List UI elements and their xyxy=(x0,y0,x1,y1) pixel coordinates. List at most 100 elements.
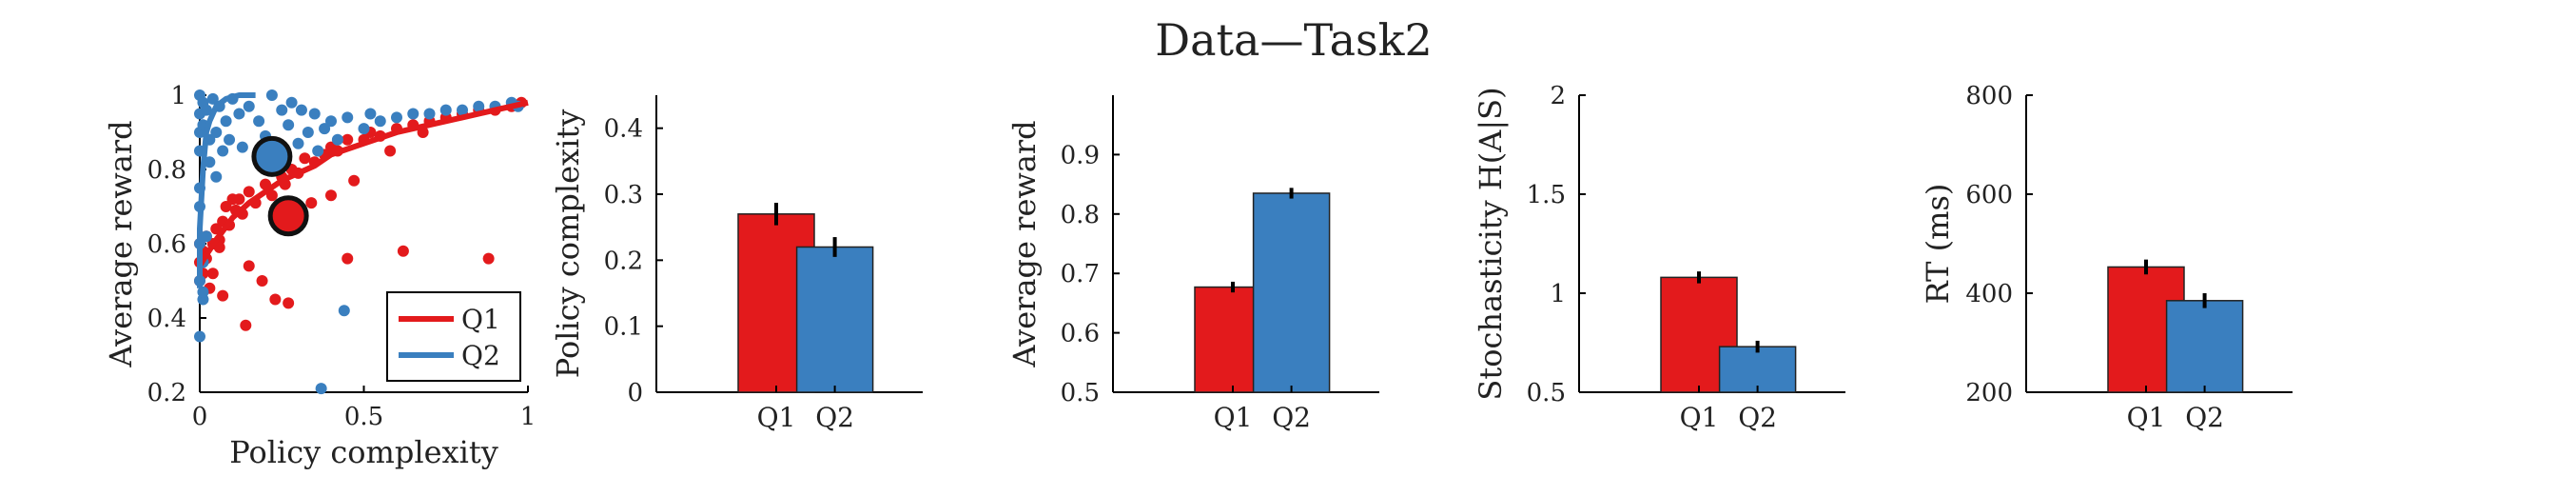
y-tick-label: 2 xyxy=(1550,82,1566,110)
bar-q2 xyxy=(2165,300,2244,393)
chart-panel-1: 0 0.5 1 0.2 0.4 0.6 0.8 1 Policy complexity Avera… xyxy=(103,82,536,470)
y-axis-label: Average reward xyxy=(1006,120,1043,367)
y-tick-label: 0.1 xyxy=(604,313,643,342)
scatter-point-q2 xyxy=(331,133,343,146)
y-tick-label: 1.5 xyxy=(1527,181,1566,209)
fit-curve-q1 xyxy=(197,99,529,268)
category-label-q2: Q2 xyxy=(1272,402,1311,433)
scatter-point-q1 xyxy=(269,293,282,306)
category-label-q1: Q1 xyxy=(757,402,796,433)
chart-panel-2: 0 0.1 0.2 0.3 0.4 Q1 Q2 Policy complexity xyxy=(550,95,923,433)
scatter-point-q2 xyxy=(220,115,232,128)
scatter-point-q1 xyxy=(305,197,318,209)
scatter-point-q1 xyxy=(342,133,354,146)
x-tick-label: 0.5 xyxy=(344,403,383,431)
scatter-point-q1 xyxy=(482,252,495,265)
scatter-point-q2 xyxy=(292,137,304,149)
scatter-point-q2 xyxy=(423,108,436,120)
scatter-point-q2 xyxy=(364,108,377,120)
scatter-point-q1 xyxy=(206,268,219,280)
scatter-point-q2 xyxy=(312,145,324,157)
scatter-point-q2 xyxy=(197,286,209,298)
y-tick-label: 0.6 xyxy=(1061,320,1100,348)
scatter-point-q2 xyxy=(283,119,295,131)
scatter-point-q2 xyxy=(224,133,236,146)
y-tick-label: 0.8 xyxy=(147,156,186,185)
scatter-point-q2 xyxy=(315,383,327,395)
x-tick-label: 0 xyxy=(192,403,208,431)
category-label-q1: Q1 xyxy=(1680,402,1719,433)
scatter-point-q2 xyxy=(338,305,350,317)
bar-q2 xyxy=(1718,346,1797,393)
scatter-point-q1 xyxy=(220,201,232,212)
y-tick-label: 0 xyxy=(627,379,643,407)
y-tick-label: 0.2 xyxy=(147,379,186,407)
bar-q2 xyxy=(1252,192,1331,393)
scatter-point-q2 xyxy=(325,115,337,128)
scatter-point-q1 xyxy=(299,152,311,165)
category-label-q1: Q1 xyxy=(1214,402,1253,433)
y-axis-label: Policy complexity xyxy=(550,109,586,379)
y-tick-label: 0.9 xyxy=(1061,141,1100,169)
y-tick-label: 0.4 xyxy=(147,305,186,333)
y-tick-label: 1 xyxy=(170,82,186,110)
scatter-point-q1 xyxy=(217,289,229,302)
mean-marker-q1 xyxy=(267,195,309,237)
y-tick-label: 0.6 xyxy=(147,230,186,259)
category-label-q1: Q1 xyxy=(2127,402,2166,433)
y-tick-label: 0.5 xyxy=(1061,379,1100,407)
scatter-point-q2 xyxy=(391,111,402,124)
scatter-point-q2 xyxy=(243,100,255,112)
scatter-point-q2 xyxy=(457,104,468,116)
y-axis-label: RT (ms) xyxy=(1920,184,1956,305)
scatter-point-q2 xyxy=(285,96,298,109)
scatter-point-q2 xyxy=(236,141,248,153)
scatter-point-q2 xyxy=(342,111,354,124)
y-tick-label: 600 xyxy=(1965,181,2013,209)
scatter-point-q2 xyxy=(206,92,219,105)
y-tick-label: 0.7 xyxy=(1061,260,1100,288)
scatter-point-q2 xyxy=(210,127,223,138)
chart-panel-5: 200 400 600 800 Q1 Q2 RT (ms) xyxy=(1920,82,2293,433)
scatter-point-q1 xyxy=(243,260,255,272)
scatter-point-q2 xyxy=(276,104,288,116)
legend-label-q1: Q1 xyxy=(461,304,500,335)
y-tick-label: 0.3 xyxy=(604,181,643,209)
scatter-point-q2 xyxy=(200,104,212,116)
x-axis-label: Policy complexity xyxy=(229,434,498,470)
fit-curve-q2 xyxy=(197,92,256,288)
y-tick-label: 800 xyxy=(1965,82,2013,110)
scatter-point-q2 xyxy=(253,115,265,128)
y-axis-label: Stochasticity H(A|S) xyxy=(1473,87,1509,400)
scatter-point-q2 xyxy=(194,330,205,343)
scatter-point-q2 xyxy=(374,115,386,128)
scatter-point-q1 xyxy=(325,189,337,202)
scatter-point-q2 xyxy=(217,145,229,157)
mean-marker-q2 xyxy=(251,135,293,177)
chart-panel-4: 0.5 1 1.5 2 Q1 Q2 Stochasticity H(A|S) xyxy=(1473,82,1845,433)
scatter-point-q2 xyxy=(308,108,321,120)
bar-q2 xyxy=(795,246,874,393)
y-tick-label: 0.2 xyxy=(604,247,643,275)
y-tick-label: 200 xyxy=(1965,379,2013,407)
scatter-point-q2 xyxy=(265,89,278,101)
scatter-point-q2 xyxy=(302,127,314,138)
figure-title: Data—Task2 xyxy=(1155,14,1433,66)
y-tick-label: 400 xyxy=(1965,280,2013,308)
y-tick-label: 0.4 xyxy=(604,115,643,144)
chart-panel-3: 0.5 0.6 0.7 0.8 0.9 Q1 Q2 Average reward xyxy=(1006,95,1379,433)
scatter-point-q1 xyxy=(397,245,409,257)
scatter-point-q2 xyxy=(358,123,370,135)
scatter-point-q1 xyxy=(233,193,245,206)
scatter-point-q1 xyxy=(283,297,295,309)
scatter-point-q1 xyxy=(240,319,252,331)
scatter-point-q2 xyxy=(210,170,223,183)
scatter-point-q2 xyxy=(439,104,452,116)
category-label-q2: Q2 xyxy=(815,402,854,433)
scatter-point-q1 xyxy=(384,145,397,157)
legend-label-q2: Q2 xyxy=(461,340,500,371)
scatter-point-q2 xyxy=(473,100,485,112)
scatter-point-q1 xyxy=(256,275,268,287)
scatter-point-q1 xyxy=(243,186,255,198)
